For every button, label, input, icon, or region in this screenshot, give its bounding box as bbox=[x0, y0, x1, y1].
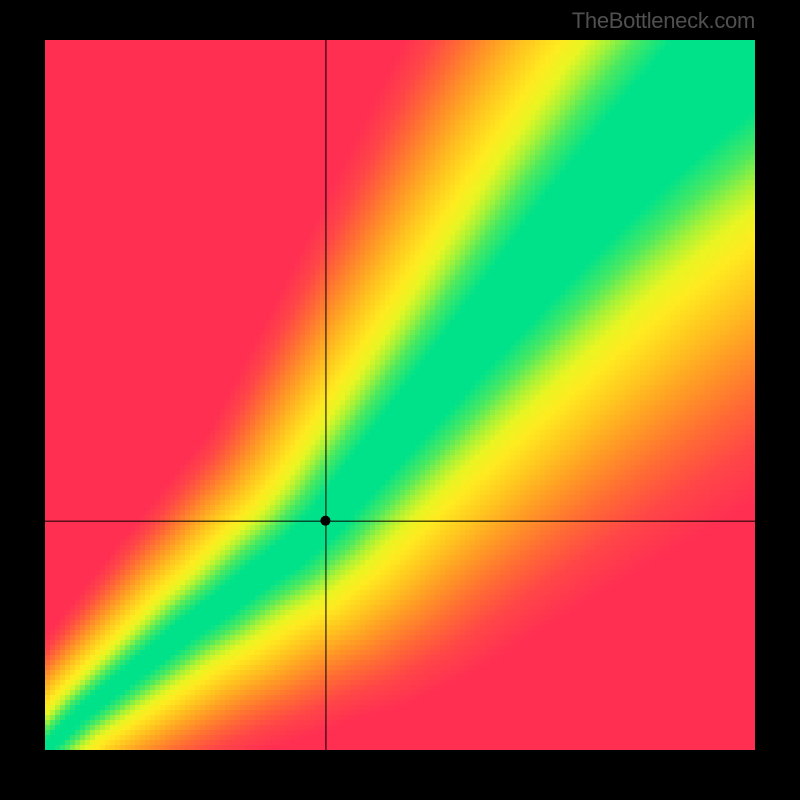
bottleneck-heatmap bbox=[45, 40, 755, 750]
page-root: TheBottleneck.com bbox=[0, 0, 800, 800]
watermark-text: TheBottleneck.com bbox=[572, 8, 755, 34]
heatmap-canvas bbox=[45, 40, 755, 750]
